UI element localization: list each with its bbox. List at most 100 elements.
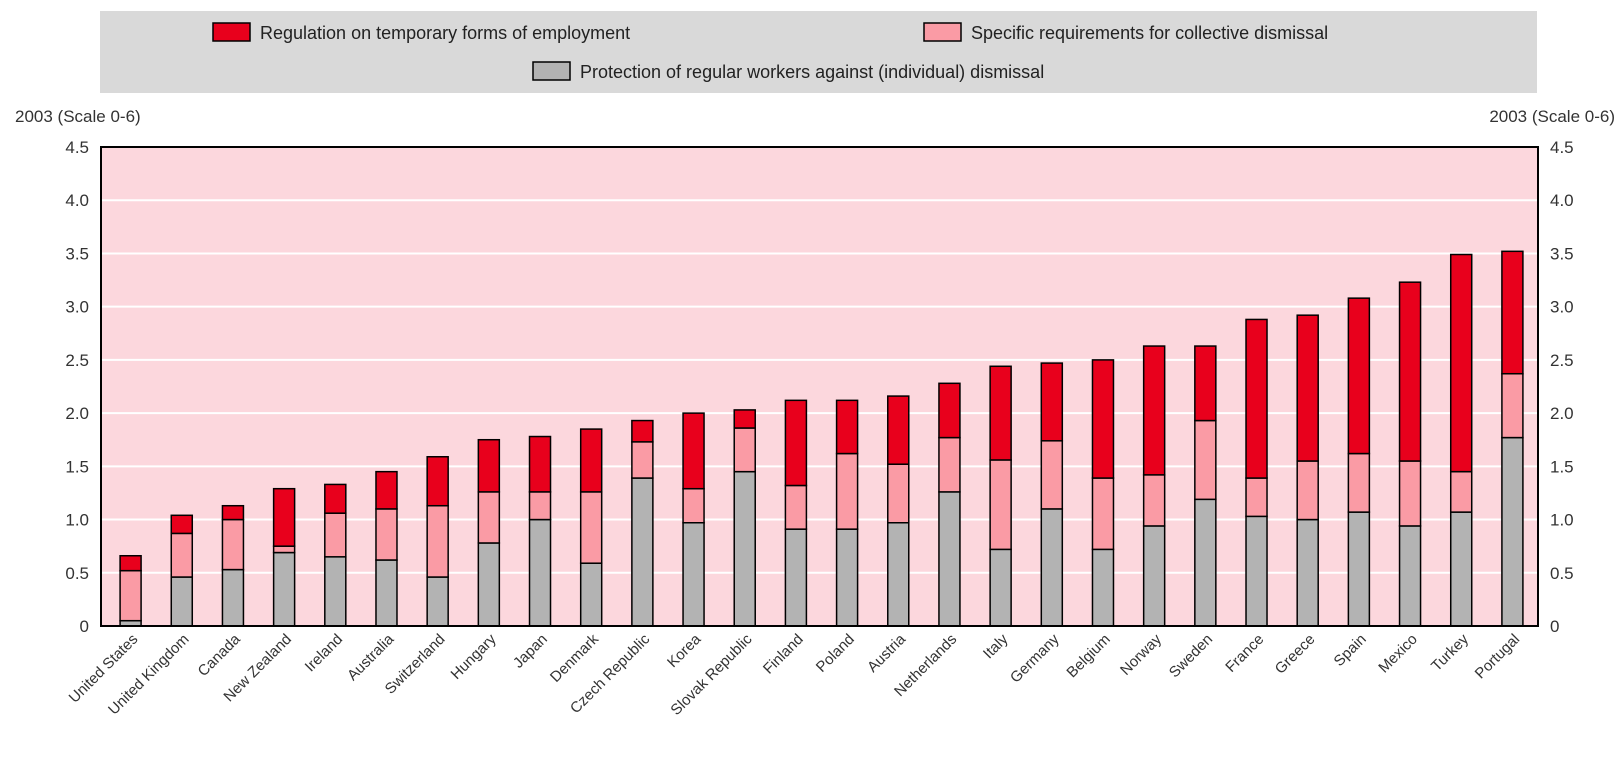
bar-segment <box>887 463 910 524</box>
bar-segment <box>272 545 296 554</box>
bar-segment <box>170 514 194 535</box>
plot-area <box>101 147 1538 626</box>
right-tick-label: 0.5 <box>1550 564 1574 583</box>
bar-segment <box>784 484 808 530</box>
bar-segment <box>477 438 501 493</box>
bar-segment <box>426 576 449 627</box>
bar-segment <box>170 576 194 627</box>
bar-segment <box>1040 440 1064 510</box>
bar-segment <box>579 562 603 627</box>
left-tick-label: 0 <box>80 617 89 636</box>
category-label: Austria <box>864 630 909 675</box>
category-label: France <box>1222 631 1267 676</box>
bar-segment <box>1449 511 1473 627</box>
bar-segment <box>1296 460 1319 521</box>
category-label: Italy <box>980 630 1012 662</box>
bar-segment <box>426 456 449 507</box>
bar-segment <box>835 528 859 627</box>
bar-segment <box>631 441 654 479</box>
legend-swatch-regular <box>532 61 571 81</box>
left-tick-label: 1.0 <box>65 511 89 530</box>
left-tick-label: 1.5 <box>65 457 89 476</box>
bar-segment <box>1347 511 1371 627</box>
bar-segment <box>1142 474 1166 527</box>
bar-segment <box>375 508 398 561</box>
bar-segment <box>1398 460 1422 527</box>
bar-segment <box>1245 318 1268 479</box>
category-label: Spain <box>1331 631 1370 670</box>
right-tick-label: 4.0 <box>1550 191 1574 210</box>
legend-swatch-collective <box>923 22 962 42</box>
left-tick-label: 4.5 <box>65 138 89 157</box>
bar-segment <box>528 518 552 627</box>
bar-segment <box>119 554 142 572</box>
bar-segment <box>631 419 654 443</box>
bars <box>119 250 1524 627</box>
bar-segment <box>375 559 398 627</box>
bar-segment <box>324 483 347 514</box>
bar-segment <box>784 528 808 627</box>
bar-segment <box>835 452 859 530</box>
left-tick-labels: 0 0.5 1.0 1.5 2.0 2.5 3.0 3.5 4.0 4.5 <box>65 138 89 636</box>
bar-segment <box>1091 477 1115 551</box>
bar-segment <box>579 491 603 564</box>
right-tick-label: 3.5 <box>1550 244 1574 263</box>
plot-frame <box>100 146 1539 627</box>
category-label: Japan <box>510 631 551 672</box>
left-tick-label: 3.5 <box>65 244 89 263</box>
bar-segment <box>324 556 347 627</box>
right-tick-label: 2.5 <box>1550 351 1574 370</box>
right-tick-label: 1.5 <box>1550 457 1574 476</box>
bar-segment <box>938 436 961 493</box>
category-label: Norway <box>1117 630 1165 678</box>
bar-segment <box>1245 477 1268 518</box>
category-label: Australia <box>344 630 398 684</box>
category-label: Belgium <box>1063 631 1113 681</box>
right-tick-label: 3.0 <box>1550 298 1574 317</box>
left-tick-label: 2.0 <box>65 404 89 423</box>
bar-segment <box>1398 525 1422 627</box>
bar-segment <box>733 409 756 429</box>
bar-segment <box>631 477 654 627</box>
bar-segment <box>119 569 142 622</box>
bar-segment <box>733 427 756 473</box>
bar-segment <box>938 491 961 627</box>
bar-segment <box>682 412 705 490</box>
bar-segment <box>272 487 296 547</box>
bar-segment <box>528 491 552 521</box>
bar-segment <box>426 504 449 578</box>
right-tick-labels: 0 0.5 1.0 1.5 2.0 2.5 3.0 3.5 4.0 4.5 <box>1550 138 1574 636</box>
bar-segment <box>989 548 1012 627</box>
legend-label-temporary: Regulation on temporary forms of employm… <box>260 23 630 43</box>
left-tick-label: 3.0 <box>65 298 89 317</box>
right-tick-label: 2.0 <box>1550 404 1574 423</box>
bar-segment <box>221 504 245 521</box>
legend-box <box>100 11 1537 93</box>
bar-segment <box>324 512 347 558</box>
bar-segment <box>1194 419 1217 501</box>
category-label: Sweden <box>1166 631 1216 681</box>
category-label: Turkey <box>1428 630 1472 674</box>
bar-segment <box>1449 470 1473 513</box>
bar-segment <box>1040 362 1064 442</box>
bar-segment <box>1194 498 1217 627</box>
bar-segment <box>1091 548 1115 627</box>
legend-label-collective: Specific requirements for collective dis… <box>971 23 1328 43</box>
bar-segment <box>528 435 552 493</box>
bar-segment <box>1142 345 1166 476</box>
left-tick-label: 4.0 <box>65 191 89 210</box>
category-label: Finland <box>760 631 807 678</box>
bar-segment <box>579 428 603 493</box>
bar-segment <box>835 399 859 455</box>
bar-segment <box>477 542 501 627</box>
bar-segment <box>1501 250 1524 375</box>
bar-segment <box>938 382 961 439</box>
legend-swatch-temporary <box>212 22 251 42</box>
bar-segment <box>989 459 1012 551</box>
bar-segment <box>1296 518 1319 627</box>
bar-segment <box>682 521 705 627</box>
category-label: Ireland <box>302 631 346 675</box>
category-label: Mexico <box>1375 631 1421 677</box>
